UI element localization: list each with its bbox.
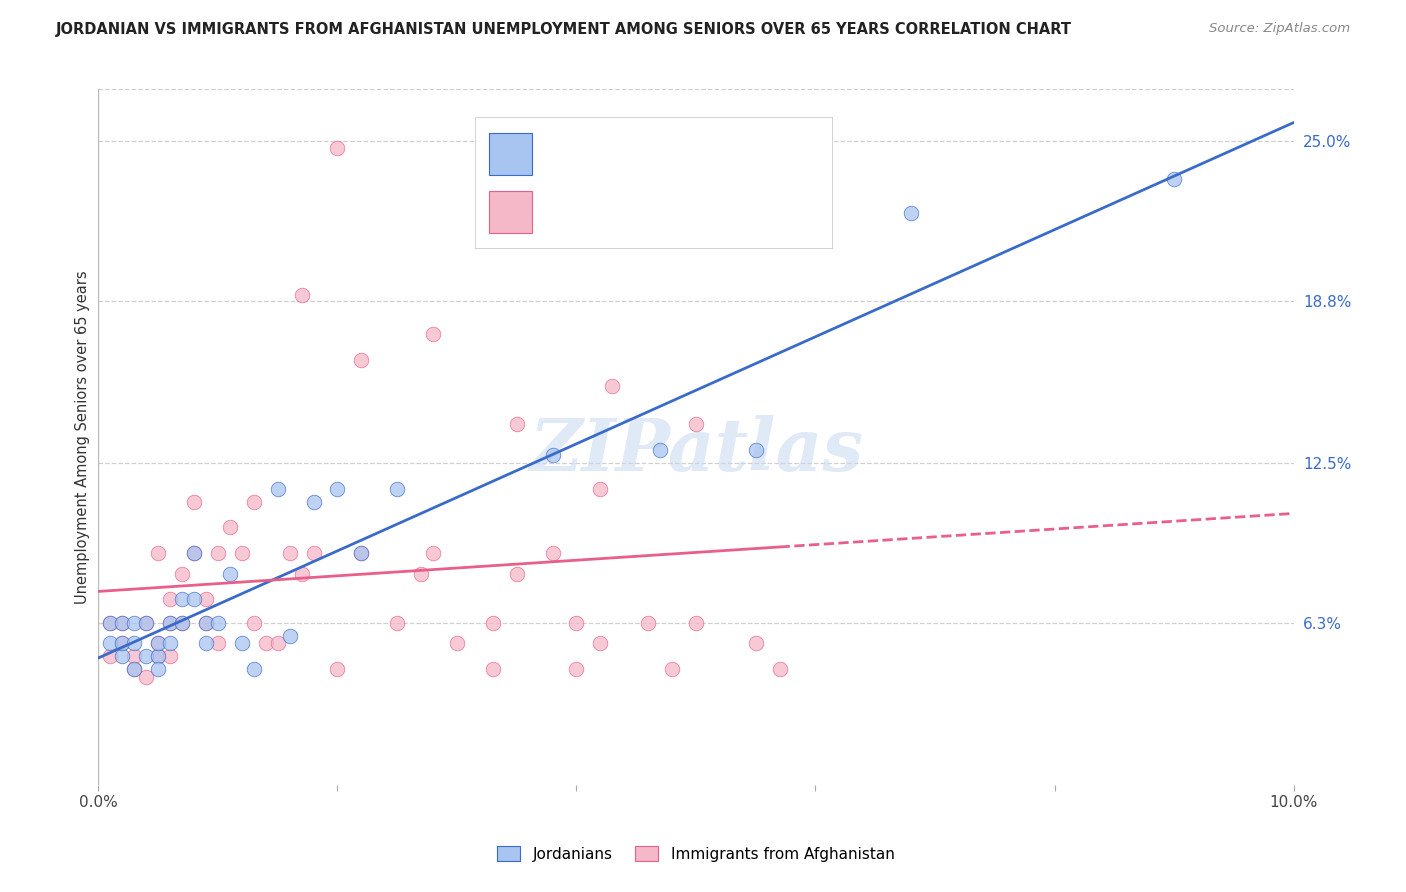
Point: [207, 546, 229, 560]
Point: [481, 662, 505, 676]
Point: [195, 636, 218, 650]
Point: [900, 206, 922, 220]
Point: [135, 615, 157, 630]
Point: [350, 546, 373, 560]
Point: [481, 615, 505, 630]
Point: [350, 352, 373, 367]
Point: [207, 615, 229, 630]
Point: [159, 615, 181, 630]
Text: JORDANIAN VS IMMIGRANTS FROM AFGHANISTAN UNEMPLOYMENT AMONG SENIORS OVER 65 YEAR: JORDANIAN VS IMMIGRANTS FROM AFGHANISTAN…: [56, 22, 1073, 37]
Point: [243, 494, 266, 508]
Point: [100, 636, 122, 650]
Point: [231, 636, 253, 650]
Point: [124, 615, 146, 630]
Point: [506, 566, 529, 581]
Point: [302, 494, 325, 508]
Point: [148, 662, 170, 676]
Point: [267, 636, 290, 650]
Point: [243, 615, 266, 630]
Point: [135, 670, 157, 684]
Point: [661, 662, 683, 676]
Point: [159, 615, 181, 630]
Point: [172, 615, 194, 630]
Point: [195, 615, 218, 630]
Point: [148, 636, 170, 650]
Point: [769, 662, 792, 676]
Point: [219, 566, 242, 581]
Point: [278, 628, 301, 642]
Point: [685, 417, 707, 432]
Point: [207, 636, 229, 650]
Point: [124, 636, 146, 650]
Point: [124, 649, 146, 664]
Point: [541, 448, 564, 462]
Point: [100, 615, 122, 630]
Point: [422, 326, 444, 341]
Point: [183, 494, 205, 508]
Point: [159, 636, 181, 650]
Point: [111, 615, 134, 630]
Point: [172, 592, 194, 607]
Point: [685, 615, 707, 630]
Point: [650, 442, 672, 457]
Point: [148, 546, 170, 560]
Point: [278, 546, 301, 560]
Point: [183, 546, 205, 560]
Point: [135, 615, 157, 630]
Point: [148, 636, 170, 650]
Point: [589, 482, 612, 496]
Point: [745, 442, 768, 457]
Point: [385, 482, 409, 496]
Point: [446, 636, 468, 650]
Text: ZIPatlas: ZIPatlas: [529, 416, 863, 486]
Point: [183, 546, 205, 560]
Point: [243, 662, 266, 676]
Point: [254, 636, 277, 650]
Point: [159, 649, 181, 664]
Point: [326, 141, 349, 155]
Point: [148, 649, 170, 664]
Text: Source: ZipAtlas.com: Source: ZipAtlas.com: [1209, 22, 1350, 36]
Point: [135, 649, 157, 664]
Point: [422, 546, 444, 560]
Point: [195, 615, 218, 630]
Point: [1163, 172, 1185, 186]
Point: [589, 636, 612, 650]
Point: [745, 636, 768, 650]
Point: [111, 615, 134, 630]
Point: [231, 546, 253, 560]
Point: [326, 662, 349, 676]
Legend: Jordanians, Immigrants from Afghanistan: Jordanians, Immigrants from Afghanistan: [491, 839, 901, 868]
Point: [100, 615, 122, 630]
Point: [302, 546, 325, 560]
Point: [291, 566, 314, 581]
Point: [267, 482, 290, 496]
Point: [172, 615, 194, 630]
Point: [350, 546, 373, 560]
Point: [183, 592, 205, 607]
Point: [111, 636, 134, 650]
Point: [326, 482, 349, 496]
Point: [291, 288, 314, 302]
Point: [637, 615, 659, 630]
Point: [172, 566, 194, 581]
Point: [148, 649, 170, 664]
Point: [111, 636, 134, 650]
Point: [219, 520, 242, 534]
Point: [411, 566, 433, 581]
Point: [565, 615, 588, 630]
Point: [506, 417, 529, 432]
Point: [195, 592, 218, 607]
Point: [602, 378, 624, 392]
Point: [565, 662, 588, 676]
Point: [100, 649, 122, 664]
Point: [385, 615, 409, 630]
Point: [111, 649, 134, 664]
Point: [541, 546, 564, 560]
Point: [124, 662, 146, 676]
Y-axis label: Unemployment Among Seniors over 65 years: Unemployment Among Seniors over 65 years: [75, 270, 90, 604]
Point: [124, 662, 146, 676]
Point: [159, 592, 181, 607]
